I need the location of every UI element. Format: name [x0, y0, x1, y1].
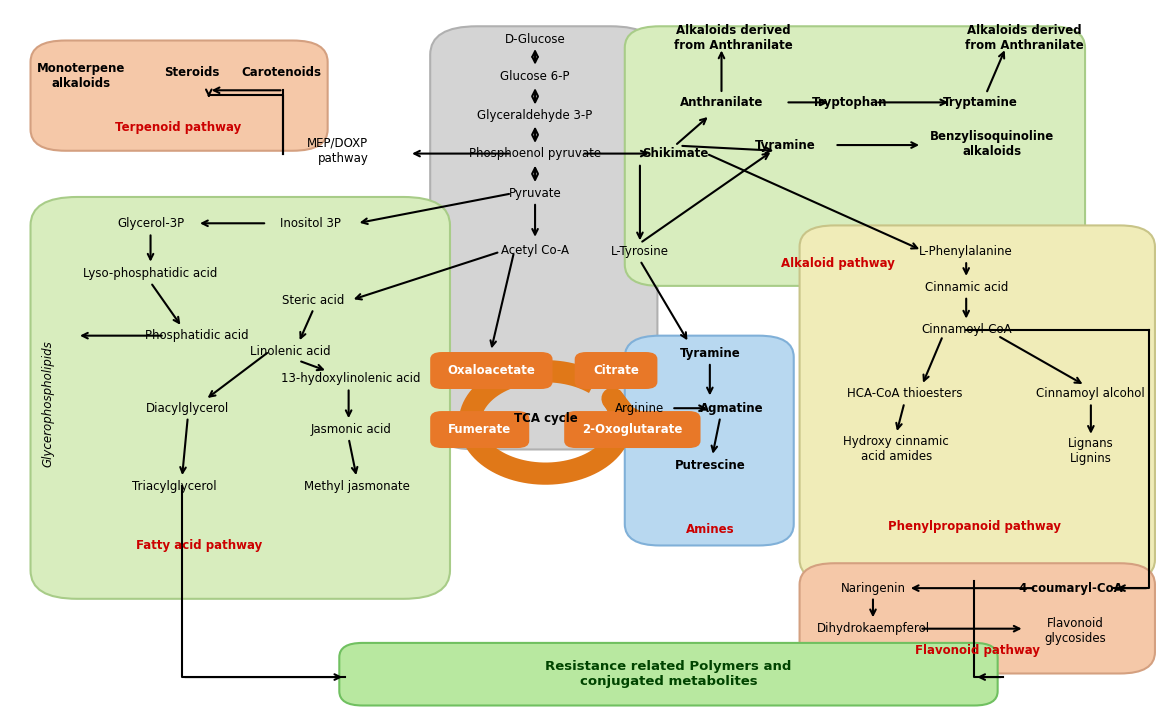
Text: Acetyl Co-A: Acetyl Co-A: [501, 243, 569, 257]
Text: Inositol 3P: Inositol 3P: [279, 217, 341, 230]
Text: Agmatine: Agmatine: [700, 402, 764, 415]
FancyBboxPatch shape: [800, 563, 1155, 673]
Text: Fumerate: Fumerate: [449, 423, 512, 436]
Text: Glucose 6-P: Glucose 6-P: [500, 69, 570, 83]
FancyBboxPatch shape: [800, 226, 1155, 581]
Text: Dihydrokaempferol: Dihydrokaempferol: [816, 622, 930, 635]
Text: Cinnamoyl alcohol: Cinnamoyl alcohol: [1036, 388, 1146, 401]
Text: 2-Oxoglutarate: 2-Oxoglutarate: [582, 423, 682, 436]
Text: Linolenic acid: Linolenic acid: [250, 345, 331, 358]
Text: Putrescine: Putrescine: [674, 458, 745, 472]
Text: Carotenoids: Carotenoids: [241, 66, 321, 79]
Text: Flavonoid
glycosides: Flavonoid glycosides: [1045, 617, 1106, 645]
Text: Fatty acid pathway: Fatty acid pathway: [137, 539, 263, 552]
Text: Triacylglycerol: Triacylglycerol: [132, 480, 216, 493]
Text: TCA cycle: TCA cycle: [514, 413, 577, 426]
Text: Phenylpropanoid pathway: Phenylpropanoid pathway: [888, 520, 1061, 533]
Text: Hydroxy cinnamic
acid amides: Hydroxy cinnamic acid amides: [843, 436, 950, 463]
FancyBboxPatch shape: [430, 352, 552, 389]
Text: Glycerophospholipids: Glycerophospholipids: [42, 340, 55, 467]
Text: Lyso-phosphatidic acid: Lyso-phosphatidic acid: [83, 266, 217, 280]
Text: Arginine: Arginine: [616, 402, 665, 415]
Text: Jasmonic acid: Jasmonic acid: [311, 423, 391, 436]
Text: Cinnamoyl-CoA: Cinnamoyl-CoA: [920, 323, 1011, 336]
Text: Shikimate: Shikimate: [641, 147, 708, 160]
FancyBboxPatch shape: [30, 197, 450, 599]
Text: Diacylglycerol: Diacylglycerol: [146, 402, 229, 415]
Text: Terpenoid pathway: Terpenoid pathway: [116, 121, 242, 134]
FancyBboxPatch shape: [625, 336, 794, 545]
Text: Tyramine: Tyramine: [756, 139, 816, 151]
FancyBboxPatch shape: [30, 41, 328, 151]
Text: Steroids: Steroids: [164, 66, 220, 79]
Text: Amines: Amines: [686, 523, 735, 536]
FancyBboxPatch shape: [575, 352, 658, 389]
Text: Phosphoenol pyruvate: Phosphoenol pyruvate: [470, 147, 602, 160]
Text: Glycerol-3P: Glycerol-3P: [117, 217, 185, 230]
Text: Alkaloids derived
from Anthranilate: Alkaloids derived from Anthranilate: [674, 24, 793, 52]
Text: Citrate: Citrate: [593, 364, 639, 377]
Text: Tyramine: Tyramine: [680, 347, 741, 360]
Text: 13-hydoxylinolenic acid: 13-hydoxylinolenic acid: [281, 372, 420, 385]
Text: Phosphatidic acid: Phosphatidic acid: [145, 329, 249, 342]
FancyBboxPatch shape: [564, 411, 701, 448]
Text: Steric acid: Steric acid: [283, 293, 345, 306]
Text: MEP/DOXP
pathway: MEP/DOXP pathway: [307, 137, 368, 165]
Text: Tryptophan: Tryptophan: [812, 96, 888, 109]
Text: Alkaloid pathway: Alkaloid pathway: [781, 256, 895, 270]
Text: Anthranilate: Anthranilate: [680, 96, 763, 109]
Text: Pyruvate: Pyruvate: [509, 187, 562, 200]
Text: L-Phenylalanine: L-Phenylalanine: [919, 245, 1013, 258]
Text: Tryptamine: Tryptamine: [943, 96, 1017, 109]
Text: Naringenin: Naringenin: [841, 582, 905, 595]
FancyBboxPatch shape: [430, 411, 529, 448]
FancyBboxPatch shape: [339, 643, 997, 705]
Text: Cinnamic acid: Cinnamic acid: [925, 281, 1008, 293]
Text: 4-coumaryl-CoA: 4-coumaryl-CoA: [1018, 582, 1124, 595]
Text: L-Tyrosine: L-Tyrosine: [611, 245, 669, 258]
Text: Alkaloids derived
from Anthranilate: Alkaloids derived from Anthranilate: [965, 24, 1084, 52]
Text: Resistance related Polymers and
conjugated metabolites: Resistance related Polymers and conjugat…: [545, 660, 792, 688]
FancyBboxPatch shape: [430, 26, 658, 449]
Text: Flavonoid pathway: Flavonoid pathway: [916, 643, 1041, 657]
Text: HCA-CoA thioesters: HCA-CoA thioesters: [847, 388, 962, 401]
Text: Oxaloacetate: Oxaloacetate: [447, 364, 535, 377]
Text: Glyceraldehyde 3-P: Glyceraldehyde 3-P: [478, 109, 592, 121]
Text: D-Glucose: D-Glucose: [505, 34, 565, 46]
FancyBboxPatch shape: [625, 26, 1085, 286]
Text: Monoterpene
alkaloids: Monoterpene alkaloids: [36, 62, 125, 90]
Text: Benzylisoquinoline
alkaloids: Benzylisoquinoline alkaloids: [930, 130, 1054, 158]
Text: Lignans
Lignins: Lignans Lignins: [1068, 437, 1114, 465]
Text: Methyl jasmonate: Methyl jasmonate: [304, 480, 410, 493]
